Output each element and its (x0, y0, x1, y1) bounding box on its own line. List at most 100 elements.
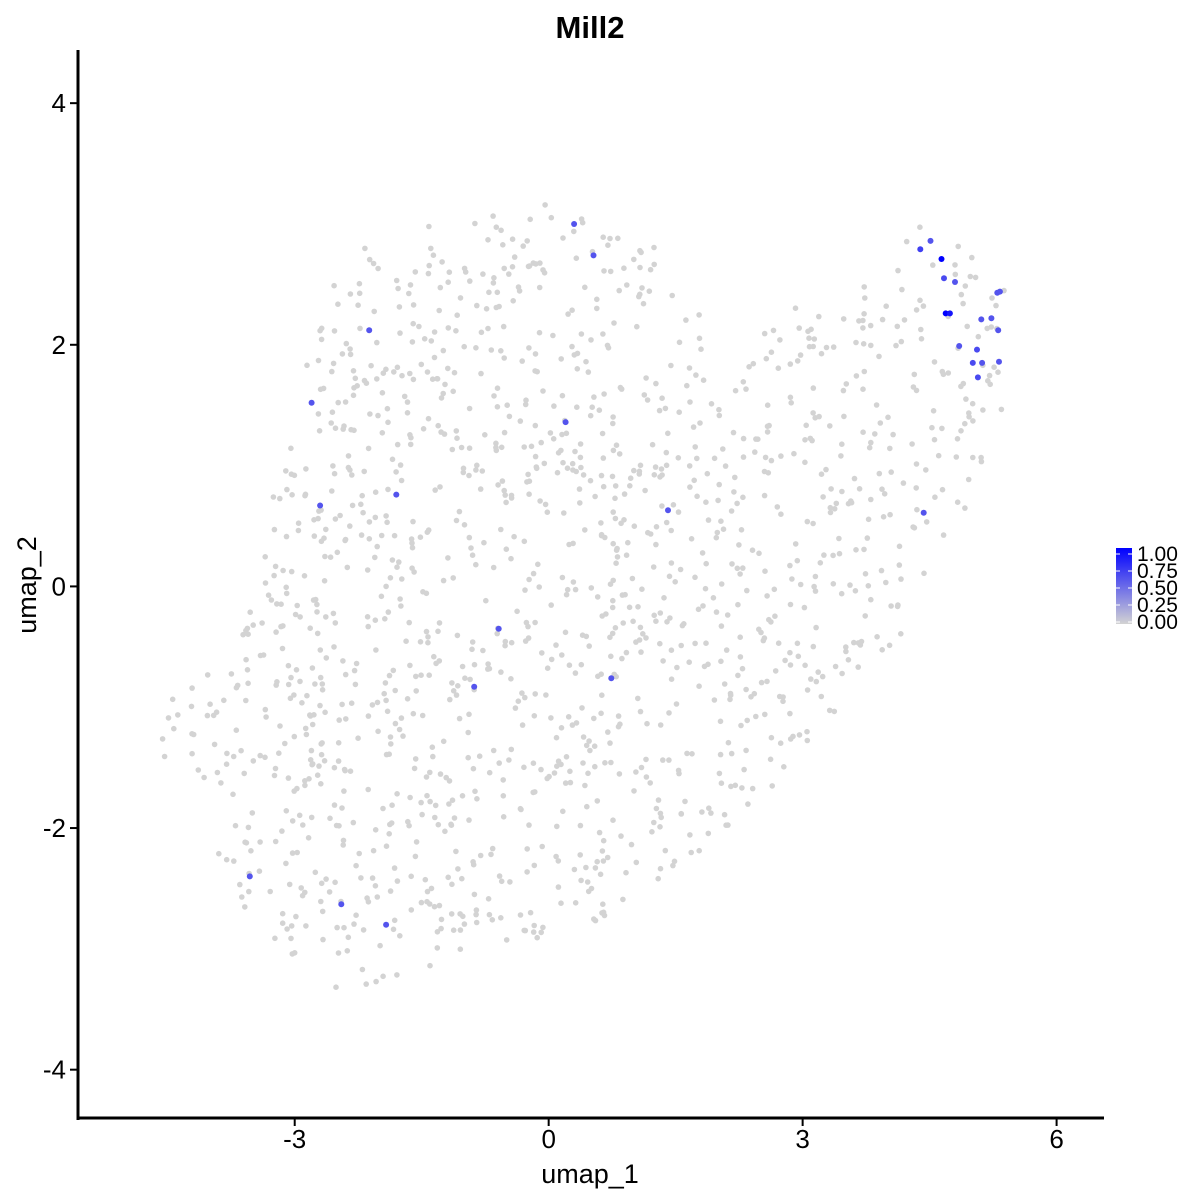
cell-point (282, 740, 288, 747)
cell-point (449, 446, 456, 453)
cell-point (629, 575, 636, 582)
cell-point (440, 347, 447, 354)
cell-point (538, 766, 544, 773)
cell-point (308, 814, 315, 821)
cell-point (410, 320, 417, 327)
cell-point (389, 802, 395, 808)
cell-point (375, 265, 381, 272)
cell-point (619, 655, 625, 662)
cell-point (626, 604, 633, 611)
cell-point (743, 747, 749, 754)
cell-point (644, 720, 650, 727)
cell-point (530, 789, 536, 796)
cell-point (867, 322, 874, 329)
cell-point (864, 535, 871, 541)
cell-point (655, 875, 661, 882)
cell-point (812, 588, 819, 594)
cell-point (720, 446, 726, 452)
cell-point (204, 672, 211, 678)
cell-point (494, 630, 501, 637)
cell-point (519, 690, 525, 696)
cell-point (524, 238, 530, 244)
cell-point (558, 725, 565, 731)
cell-point (438, 916, 445, 923)
cell-point (791, 450, 797, 457)
cell-point (572, 586, 579, 593)
cell-point (380, 973, 386, 980)
cell-point (436, 902, 443, 909)
cell-point (832, 663, 839, 670)
cell-point (813, 678, 820, 685)
cell-point (913, 307, 920, 313)
cell-point (498, 348, 504, 354)
cell-point (826, 707, 833, 714)
cell-point (211, 741, 218, 748)
cell-point (637, 708, 644, 715)
cell-point (651, 819, 657, 826)
cell-point (878, 567, 885, 574)
cell-point (560, 808, 566, 815)
cell-point (445, 325, 452, 331)
cell-point (347, 523, 353, 529)
cell-point (688, 536, 695, 542)
cell-point (429, 376, 436, 383)
cell-point (310, 597, 317, 603)
cell-point (675, 455, 682, 461)
cell-point (885, 414, 891, 421)
cell-point (514, 608, 520, 615)
cell-point (868, 439, 874, 446)
cell-point (332, 620, 339, 626)
cell-point (591, 715, 597, 722)
cell-point (521, 538, 528, 545)
cell-point (855, 664, 861, 670)
cell-point (204, 712, 211, 719)
cell-point (396, 726, 403, 733)
cell-point (613, 673, 619, 680)
cell-point (532, 351, 539, 357)
cell-point (578, 661, 585, 668)
cell-point (564, 465, 571, 472)
cell-point (607, 740, 613, 746)
cell-point (658, 466, 665, 472)
cell-point (351, 667, 358, 674)
cell-point (311, 712, 317, 718)
cell-point (350, 819, 357, 826)
cell-point (570, 579, 577, 585)
cell-point (228, 671, 235, 677)
cell-point (248, 848, 254, 854)
expressing-cell-point (995, 327, 1002, 334)
cell-point (521, 764, 527, 771)
cell-point (425, 270, 432, 277)
cell-point (718, 623, 725, 629)
cell-point (393, 469, 399, 475)
cell-point (918, 336, 925, 342)
cell-point (917, 224, 923, 230)
cell-point (431, 354, 438, 361)
cell-point (472, 220, 478, 227)
cell-point (449, 881, 455, 888)
cell-point (418, 672, 424, 678)
cell-point (319, 681, 326, 687)
cell-point (274, 601, 280, 607)
cell-point (614, 545, 620, 552)
cell-point (701, 663, 708, 670)
cell-point (344, 564, 351, 571)
cell-point (699, 809, 705, 815)
cell-point (230, 753, 237, 760)
cell-point (314, 630, 321, 637)
cell-point (811, 336, 818, 342)
cell-point (503, 499, 509, 506)
cell-point (454, 632, 461, 639)
cell-point (797, 581, 804, 588)
cell-point (309, 721, 316, 728)
cell-point (808, 676, 814, 682)
cell-point (279, 645, 286, 652)
cell-point (852, 588, 859, 594)
colorbar-label: 0.75 (1137, 560, 1178, 583)
cell-point (577, 500, 583, 506)
y-tick-label: 4 (52, 88, 66, 118)
cell-point (571, 228, 577, 235)
cell-point (403, 638, 409, 644)
cell-point (233, 684, 240, 691)
cell-point (342, 671, 349, 678)
